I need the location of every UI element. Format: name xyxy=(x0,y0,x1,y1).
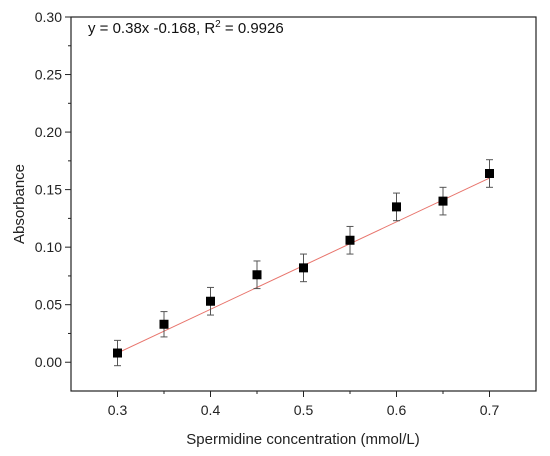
point-marker xyxy=(299,263,308,273)
x-axis-title: Spermidine concentration (mmol/L) xyxy=(186,431,419,448)
y-tick-label: 0.20 xyxy=(35,124,62,140)
x-tick-label: 0.5 xyxy=(294,402,314,418)
point-marker xyxy=(206,296,215,306)
data-series xyxy=(113,159,494,367)
y-tick-label: 0.25 xyxy=(35,67,62,83)
equation-annotation: y = 0.38x -0.168, R2 = 0.9926 xyxy=(88,19,284,37)
data-point xyxy=(392,192,401,222)
x-tick-label: 0.7 xyxy=(480,402,500,418)
equation-main: y = 0.38x -0.168, R xyxy=(88,20,215,37)
data-point xyxy=(438,186,448,216)
data-point xyxy=(345,225,355,255)
equation-superscript: 2 xyxy=(215,19,221,30)
y-axis-title: Absorbance xyxy=(11,164,28,244)
y-tick-label: 0.00 xyxy=(35,354,62,370)
y-tick-label: 0.30 xyxy=(35,9,62,25)
data-point xyxy=(113,339,122,367)
point-marker xyxy=(159,319,169,329)
x-tick-label: 0.4 xyxy=(201,402,221,418)
plot-frame xyxy=(70,16,537,392)
x-tick-label: 0.3 xyxy=(108,402,128,418)
y-axis: 0.00 0.05 0.10 0.15 0.20 0.25 0.30 xyxy=(35,9,71,370)
point-marker xyxy=(345,235,355,245)
data-point xyxy=(206,286,215,316)
point-marker xyxy=(252,270,262,280)
point-marker xyxy=(485,169,494,179)
data-point xyxy=(485,159,494,188)
y-tick-label: 0.15 xyxy=(35,182,62,198)
point-marker xyxy=(113,348,122,358)
data-point xyxy=(159,311,169,338)
y-tick-label: 0.10 xyxy=(35,239,62,255)
equation-tail: = 0.9926 xyxy=(221,20,284,37)
data-point xyxy=(299,253,308,283)
point-marker xyxy=(392,202,401,212)
x-tick-label: 0.6 xyxy=(387,402,407,418)
point-marker xyxy=(438,196,448,206)
x-axis: 0.3 0.4 0.5 0.6 0.7 xyxy=(108,391,500,418)
y-tick-label: 0.05 xyxy=(35,297,62,313)
data-point xyxy=(252,260,262,290)
